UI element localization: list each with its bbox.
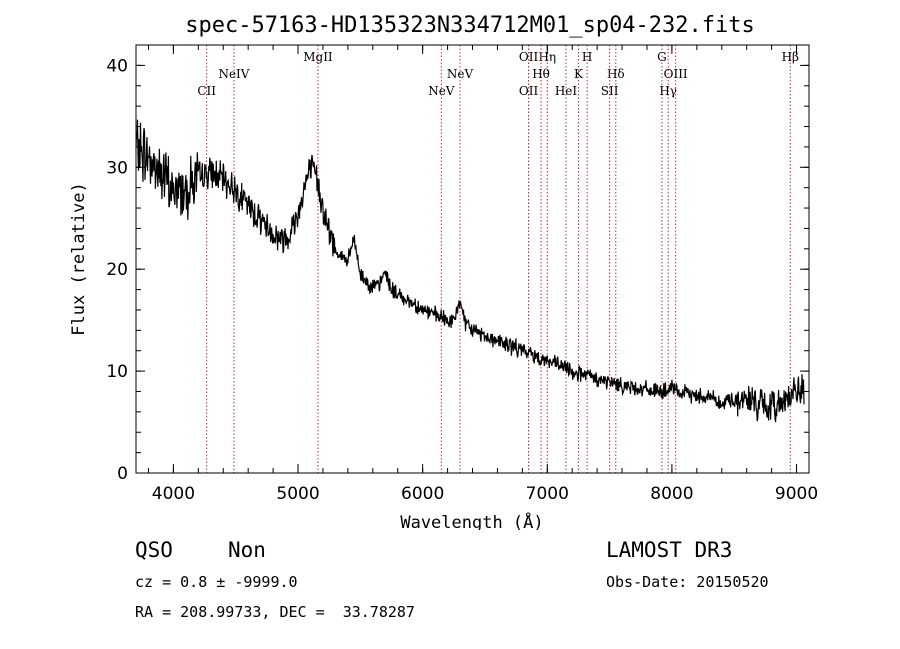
y-tick-label: 20	[106, 260, 128, 280]
y-tick-label: 40	[106, 56, 128, 76]
object-subclass: Non	[228, 538, 266, 562]
spectral-line-label: MgII	[303, 50, 333, 64]
spectral-line-label: HeI	[555, 84, 578, 98]
y-tick-label: 30	[106, 158, 128, 178]
spectral-line-label: NeV	[428, 84, 455, 98]
y-tick-label: 0	[117, 464, 128, 484]
x-tick-label: 5000	[276, 484, 319, 504]
spectral-line-label: CII	[197, 84, 216, 98]
spectral-line-label: H	[582, 50, 592, 64]
axis-ticks: 4000 5000 6000 7000 8000 9000 0 10 20 30 40	[106, 44, 818, 504]
spectrum-chart: spec-57163-HD135323N334712M01_sp04-232.f…	[69, 13, 818, 530]
x-tick-label: 9000	[775, 484, 818, 504]
x-axis-label: Wavelength (Å)	[400, 511, 543, 530]
object-class: QSO	[135, 538, 173, 562]
spectral-line-label: Hη	[538, 50, 556, 64]
observation-date: Obs-Date: 20150520	[606, 573, 769, 591]
chart-title: spec-57163-HD135323N334712M01_sp04-232.f…	[185, 13, 755, 38]
spectral-line-label: OIII	[664, 67, 688, 81]
spectral-line-label: Hγ	[659, 84, 677, 98]
spectral-line-label: G	[657, 50, 667, 64]
spectral-line-label: OII	[519, 84, 539, 98]
spectral-line-label: Hθ	[532, 67, 550, 81]
x-tick-label: 7000	[526, 484, 569, 504]
x-tick-label: 6000	[401, 484, 444, 504]
spectral-line-label: NeV	[447, 67, 474, 81]
redshift-cz: cz = 0.8 ± -9999.0	[135, 573, 298, 591]
spectral-line-label: Hδ	[607, 67, 625, 81]
x-tick-label: 8000	[650, 484, 693, 504]
ra-dec: RA = 208.99733, DEC = 33.78287	[135, 603, 415, 621]
spectral-line-label: Hβ	[782, 50, 799, 64]
spectral-lines: CIINeIVMgIINeVNeVOIIOIIHηHθHeIKHHδSIIGOI…	[197, 45, 799, 473]
x-tick-label: 4000	[152, 484, 195, 504]
y-tick-label: 10	[106, 362, 128, 382]
spectral-line-label: K	[574, 67, 584, 81]
spectral-line-label: SII	[601, 84, 619, 98]
spectrum-series-line	[135, 119, 805, 423]
survey-name: LAMOST DR3	[606, 538, 733, 562]
y-axis-label: Flux (relative)	[69, 182, 89, 336]
spectral-line-label: NeIV	[218, 67, 249, 81]
plot-frame	[135, 44, 810, 474]
